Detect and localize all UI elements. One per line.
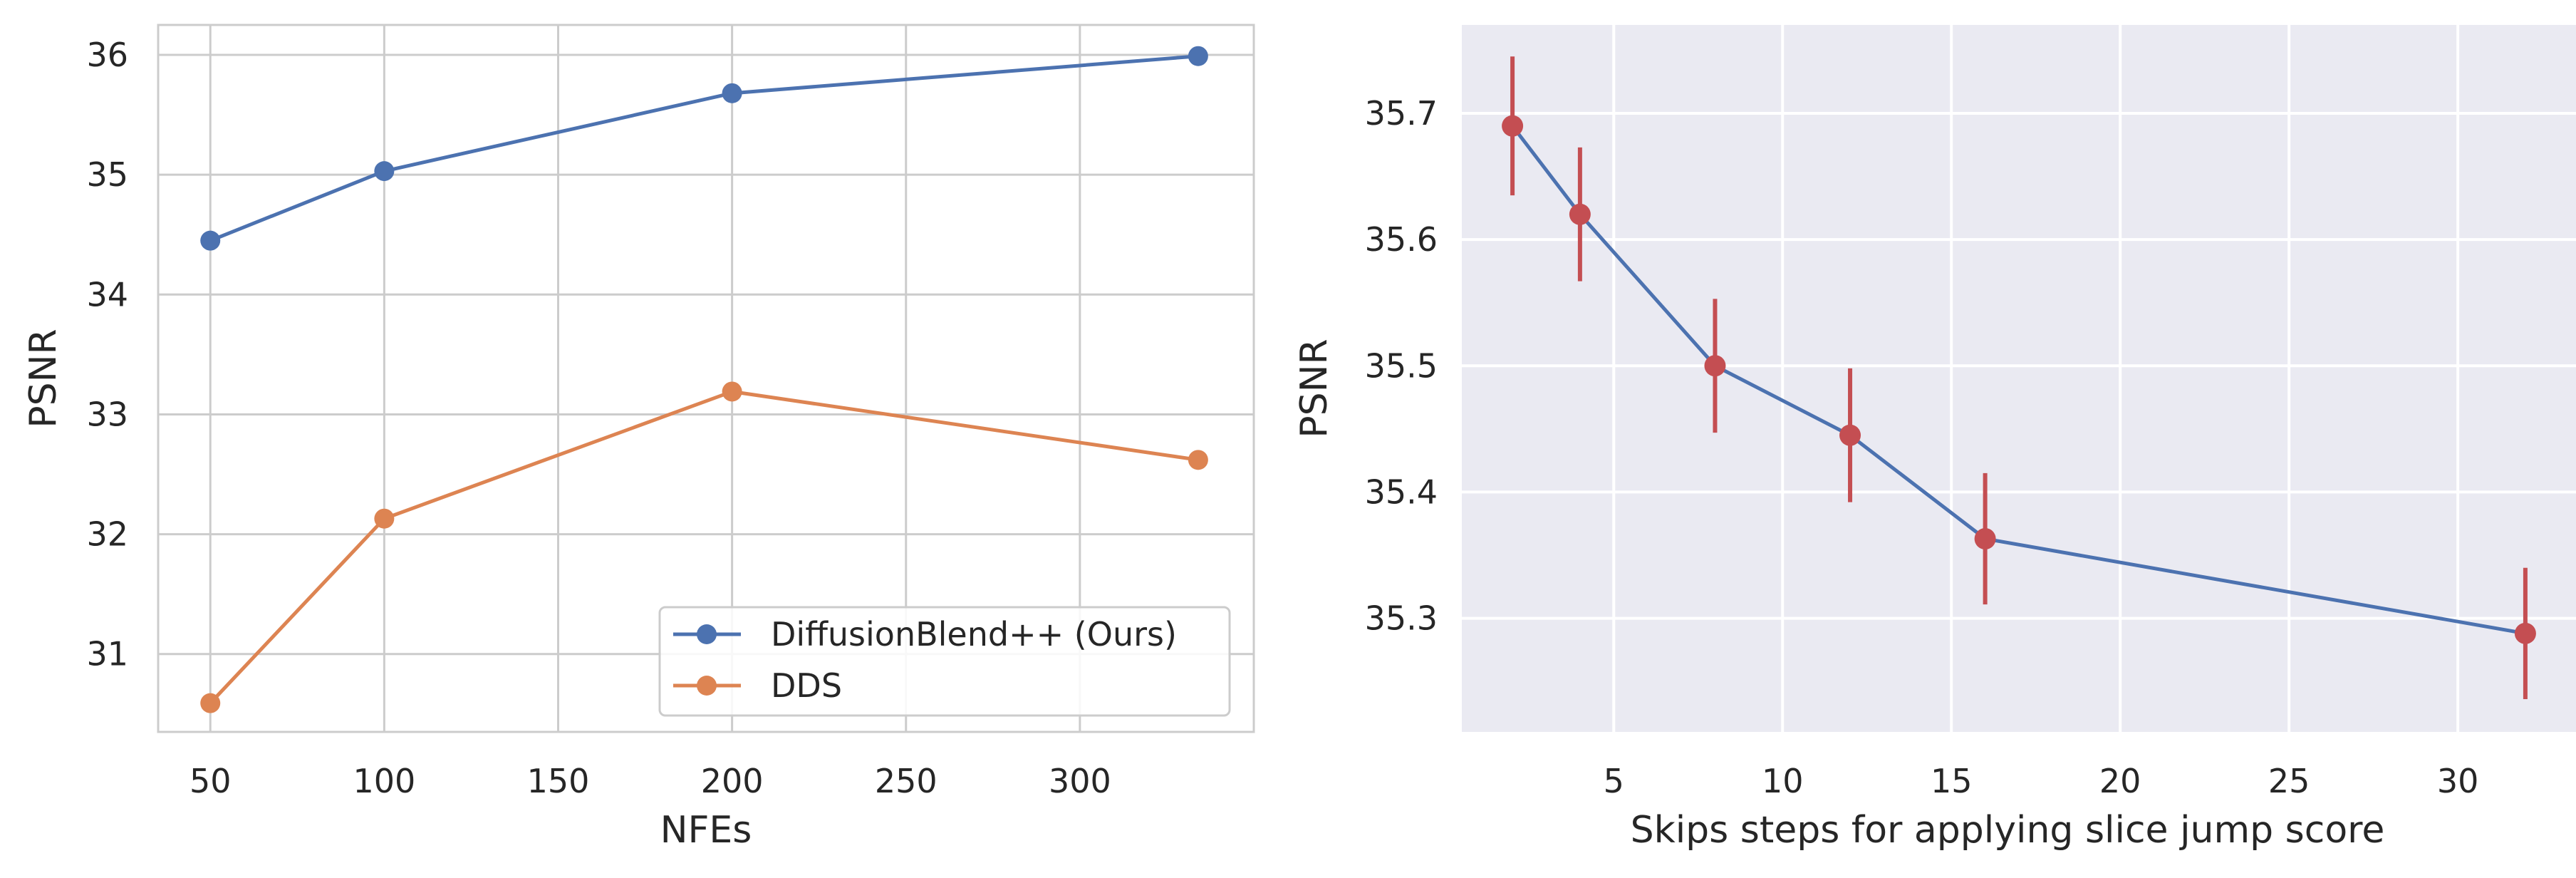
x-tick-label: 20 xyxy=(2099,762,2141,800)
series-group-left xyxy=(200,46,1208,713)
y-ticks-right: 35.3 35.4 35.5 35.6 35.7 xyxy=(1365,94,1438,638)
grid-right xyxy=(1462,25,2576,732)
y-tick-label: 33 xyxy=(86,395,128,433)
y-axis-label-right: PSNR xyxy=(1293,339,1336,438)
data-point xyxy=(1704,355,1726,377)
legend-label: DDS xyxy=(771,666,842,705)
data-point xyxy=(200,230,221,251)
y-tick-label: 32 xyxy=(86,515,128,554)
y-ticks-left: 31 32 33 34 35 36 xyxy=(86,36,128,673)
data-point xyxy=(722,381,742,402)
legend: DiffusionBlend++ (Ours) DDS xyxy=(658,606,1231,717)
y-tick-label: 35.7 xyxy=(1365,94,1438,133)
data-point xyxy=(1569,203,1591,225)
series-line-0 xyxy=(200,46,1208,251)
series-line xyxy=(209,54,1199,242)
x-tick-label: 10 xyxy=(1762,762,1804,800)
y-tick-label: 34 xyxy=(86,275,128,314)
x-tick-label: 15 xyxy=(1931,762,1973,800)
data-point xyxy=(374,508,395,529)
x-tick-label: 250 xyxy=(875,762,938,800)
x-ticks-right: 5 10 15 20 25 30 xyxy=(1604,762,2479,800)
data-point xyxy=(722,83,742,103)
x-axis-label-right: Skips steps for applying slice jump scor… xyxy=(1631,809,2385,852)
data-point xyxy=(1974,527,1996,549)
y-axis-label-left: PSNR xyxy=(22,329,65,428)
series-line-1 xyxy=(200,381,1208,713)
data-point xyxy=(2514,622,2536,644)
plot-area-right xyxy=(1462,25,2576,732)
y-tick-label: 35.6 xyxy=(1365,220,1438,259)
legend-label: DiffusionBlend++ (Ours) xyxy=(771,615,1177,654)
x-tick-label: 30 xyxy=(2437,762,2479,800)
x-tick-label: 150 xyxy=(527,762,590,800)
legend-marker xyxy=(697,676,717,696)
x-tick-label: 50 xyxy=(189,762,232,800)
data-point xyxy=(374,161,395,182)
series-line xyxy=(209,389,1199,705)
y-tick-label: 35.3 xyxy=(1365,599,1438,638)
data-point xyxy=(1502,115,1524,137)
y-tick-label: 31 xyxy=(86,635,128,673)
y-tick-label: 35 xyxy=(86,155,128,194)
x-tick-label: 300 xyxy=(1049,762,1111,800)
data-point xyxy=(1839,424,1861,446)
x-ticks-left: 50 100 150 200 250 300 xyxy=(189,762,1111,800)
y-tick-label: 35.4 xyxy=(1365,472,1438,511)
data-point xyxy=(200,693,221,713)
y-tick-label: 35.5 xyxy=(1365,346,1438,385)
x-tick-label: 200 xyxy=(701,762,764,800)
x-tick-label: 5 xyxy=(1604,762,1624,800)
x-tick-label: 25 xyxy=(2268,762,2310,800)
x-tick-label: 100 xyxy=(353,762,415,800)
legend-box xyxy=(658,606,1231,717)
chart-skip-steps-vs-psnr: 5 10 15 20 25 30 35.3 35.4 35.5 35.6 35.7 Skips s… xyxy=(1293,25,2576,852)
series-line xyxy=(1511,125,2526,636)
x-axis-label-left: NFEs xyxy=(660,809,752,852)
legend-entry: DDS xyxy=(673,666,842,705)
legend-marker xyxy=(697,624,717,644)
legend-entry: DiffusionBlend++ (Ours) xyxy=(673,615,1177,654)
data-point xyxy=(1188,450,1208,470)
chart-nfes-vs-psnr: 50 100 150 200 250 300 31 32 33 34 35 36 NFEs PSNR… xyxy=(22,24,1255,852)
y-tick-label: 36 xyxy=(86,36,128,74)
series-0 xyxy=(1502,56,2536,699)
series-group-right xyxy=(1502,56,2536,699)
data-point xyxy=(1188,46,1208,66)
